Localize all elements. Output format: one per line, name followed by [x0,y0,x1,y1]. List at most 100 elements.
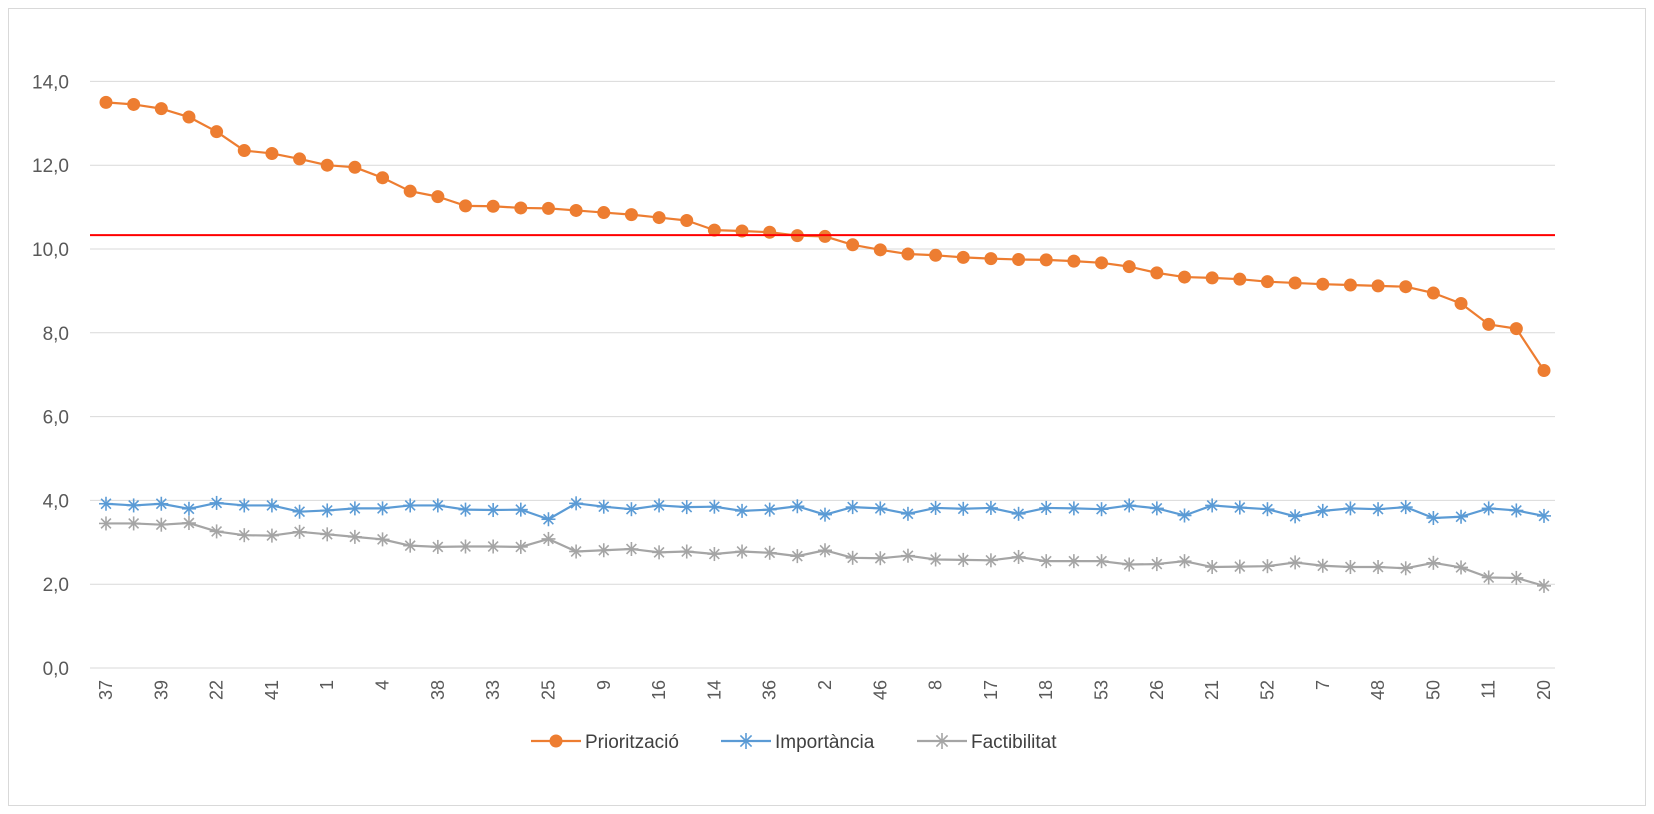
prioritzacio-point [1233,272,1247,286]
y-tick-label: 6,0 [43,408,69,429]
x-tick-label: 1 [317,680,337,690]
factibilitat-point [126,516,141,531]
prioritzacio-point [403,184,417,198]
prioritzacio-point [1537,364,1551,378]
factibilitat-point [624,542,639,557]
importancia-point [1039,500,1054,515]
importancia-point [1371,502,1386,517]
factibilitat-point [209,524,224,539]
importancia-point [292,504,307,519]
factibilitat-point [1398,561,1413,576]
factibilitat-point [1011,549,1026,564]
legend-marker-importancia-point [738,733,754,749]
prioritzacio-point [127,97,141,111]
factibilitat-point [430,539,445,554]
x-tick-label: 20 [1534,680,1554,700]
x-tick-label: 11 [1479,680,1499,699]
factibilitat-point [1260,559,1275,574]
x-tick-label: 14 [704,680,724,700]
importancia-point [1232,500,1247,515]
factibilitat-point [264,528,279,543]
prioritzacio-point [1095,256,1109,270]
factibilitat-point [928,552,943,567]
prioritzacio-point [1482,317,1496,331]
legend-label-factibilitat: Factibilitat [971,732,1057,753]
x-tick-label: 33 [483,680,503,700]
prioritzacio-point [956,250,970,264]
factibilitat-point [900,548,915,563]
prioritzacio-point [1509,322,1523,336]
factibilitat-point [237,528,252,543]
factibilitat-point [99,516,113,531]
factibilitat-point [347,529,362,544]
factibilitat-point [1122,557,1137,572]
x-tick-label: 8 [926,680,946,690]
line-chart: 0,02,04,06,08,010,012,014,037 39 22 41 1 4 38 3… [32,72,1555,753]
prioritzacio-point [1454,296,1468,310]
importancia-point [458,502,473,517]
prioritzacio-point [1399,280,1413,294]
x-tick-label: 46 [870,680,890,700]
prioritzacio-point [873,243,887,257]
prioritzacio-point [1039,253,1053,267]
factibilitat-point [403,538,418,553]
x-tick-label: 36 [760,680,780,700]
x-tick-label: 2 [815,680,835,690]
importancia-point [237,498,252,513]
prioritzacio-point [846,238,860,252]
x-tick-label: 18 [1036,680,1056,700]
importancia-point [541,512,556,527]
factibilitat-point [762,545,777,560]
importancia-point [1122,498,1137,513]
importancia-point [928,500,943,515]
factibilitat-point [1066,554,1081,569]
factibilitat-point [320,527,335,542]
x-tick-label: 17 [981,680,1001,700]
prioritzacio-point [984,252,998,266]
y-tick-label: 12,0 [32,156,69,177]
importancia-point [264,498,279,513]
factibilitat-point [956,552,971,567]
prioritzacio-point [237,144,251,158]
importancia-point [735,503,750,518]
legend-label-prioritzacio: Priorització [585,732,679,753]
prioritzacio-point [763,225,777,239]
x-tick-label: 50 [1423,680,1443,700]
factibilitat-point [541,531,556,546]
legend-marker-factibilitat-point [934,733,950,749]
importancia-point [983,500,998,515]
y-tick-label: 10,0 [32,240,69,261]
prioritzacio-point [99,95,113,109]
importancia-point [790,499,805,514]
factibilitat-point [1039,554,1054,569]
x-tick-label: 25 [538,680,558,700]
y-tick-label: 0,0 [43,659,69,680]
prioritzacio-point [265,146,279,160]
prioritzacio-point [597,206,611,220]
importancia-point [486,503,501,518]
factibilitat-point [154,517,169,532]
x-tick-label: 22 [207,680,227,700]
factibilitat-point [1509,570,1524,585]
prioritzacio-point [929,248,943,262]
legend-marker-prioritzacio-point [549,734,563,748]
factibilitat-point [818,543,832,558]
importancia-point [1454,509,1469,524]
importancia-point [181,501,196,516]
importancia-point [347,501,362,516]
factibilitat-point [1343,560,1358,575]
importancia-point [1011,506,1026,521]
x-tick-label: 38 [428,680,448,700]
importancia-point [596,499,611,514]
prioritzacio-point [569,203,583,217]
importancia-point [1094,502,1109,517]
importancia-point [569,496,584,511]
importancia-point [818,507,832,522]
prioritzacio-point [1178,270,1191,284]
prioritzacio-point [901,247,915,261]
factibilitat-point [735,544,750,559]
prioritzacio-point [486,199,500,213]
prioritzacio-point [1288,276,1302,290]
factibilitat-point [679,544,694,559]
prioritzacio-point [680,214,694,228]
